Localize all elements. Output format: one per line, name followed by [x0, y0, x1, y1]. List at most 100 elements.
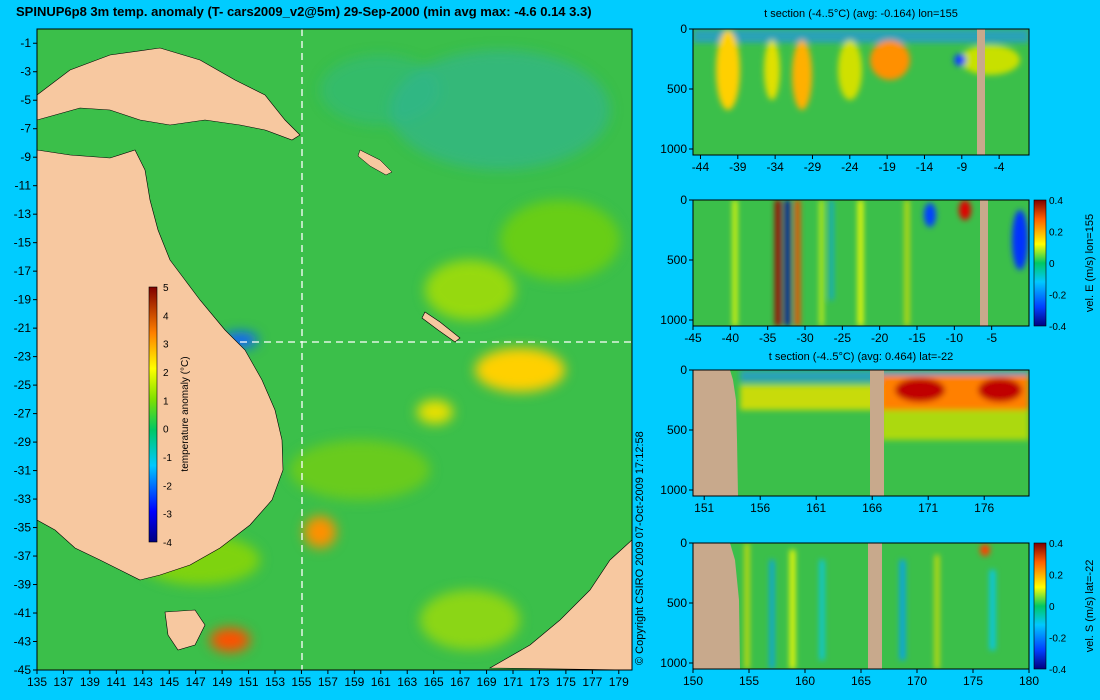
new-guinea-landmass [37, 47, 301, 141]
map-ytick-label: -23 [14, 350, 32, 364]
map-colorbar-tick: 1 [163, 396, 169, 407]
panel2-xtick-label: -40 [722, 331, 740, 345]
panel2-xtick-label: -25 [834, 331, 852, 345]
map-ytick-label: -11 [15, 179, 32, 193]
panel4-xtick-label: 160 [795, 674, 815, 688]
map-xtick-label: 165 [424, 675, 444, 689]
panel4-xtick-label: 155 [739, 674, 759, 688]
map-xtick-label: 137 [53, 675, 73, 689]
map-xtick-label: 169 [477, 675, 497, 689]
panel4-xtick-label: 170 [907, 674, 927, 688]
map-colorbar-tick: 3 [163, 340, 169, 351]
map-ytick-label: -43 [14, 635, 32, 649]
map-xtick-label: 145 [159, 675, 179, 689]
map-ytick-label: -27 [14, 407, 32, 421]
map-ytick-label: -33 [14, 492, 32, 506]
map-colorbar-tick: -1 [163, 453, 172, 464]
panel1-xtick-label: -29 [804, 160, 822, 174]
panel4-section [693, 543, 1029, 669]
map-xtick-label: 163 [397, 675, 417, 689]
panel1-xtick-label: -24 [841, 160, 859, 174]
panel3-ytick-label: 1000 [660, 483, 687, 497]
map-xtick-label: 143 [133, 675, 153, 689]
map-colorbar-tick: -2 [163, 481, 172, 492]
new-caledonia-landmass [421, 311, 461, 343]
panel4-colorbar-tick: -0.4 [1049, 665, 1067, 676]
panel2-colorbar-tick: -0.2 [1049, 291, 1067, 302]
panel3-ytick-label: 500 [667, 423, 687, 437]
map-frame [36, 28, 633, 671]
panel2-xtick-label: -15 [908, 331, 926, 345]
panel1-xtick-label: -19 [878, 160, 896, 174]
panel3-xtick-label: 161 [806, 501, 826, 515]
map-y-ticks: -1 -3 -5 -7 -9 -11 -13 -15 -17 -19 -21 -23 -25 -27 -29… [14, 36, 37, 677]
panel2-xtick-label: -20 [871, 331, 889, 345]
panel2-land [980, 200, 988, 326]
panel2-xtick-label: -5 [986, 331, 997, 345]
map-xtick-label: 175 [556, 675, 576, 689]
map-xtick-label: 155 [291, 675, 311, 689]
panel4-ytick-label: 0 [680, 536, 687, 550]
panel4-colorbar-tick: 0.4 [1049, 539, 1063, 550]
panel2-xtick-label: -30 [796, 331, 814, 345]
map-panel [37, 29, 632, 670]
panel3-xtick-label: 156 [750, 501, 770, 515]
panel4-colorbar-tick: 0.2 [1049, 571, 1063, 582]
map-xtick-label: 179 [609, 675, 629, 689]
map-ytick-label: -25 [14, 378, 32, 392]
panel4-xtick-label: 180 [1019, 674, 1039, 688]
panel4-xtick-label: 175 [963, 674, 983, 688]
map-xtick-label: 177 [582, 675, 602, 689]
panel3-land-shelf [693, 370, 738, 496]
panel3-title: t section (-4..5°C) (avg: 0.464) lat=-22 [769, 351, 953, 363]
panel2-ytick-label: 1000 [660, 313, 687, 327]
map-colorbar-tick: 4 [163, 311, 169, 322]
map-xtick-label: 167 [450, 675, 470, 689]
australia-landmass [37, 149, 284, 581]
map-xtick-label: 173 [529, 675, 549, 689]
panel4-colorbar-label: vel. S (m/s) lat=-22 [1084, 560, 1096, 653]
map-xtick-label: 153 [265, 675, 285, 689]
map-colorbar-tick: -4 [163, 538, 172, 549]
panel1-xtick-label: -14 [916, 160, 934, 174]
map-ytick-label: -7 [20, 122, 31, 136]
map-xtick-label: 149 [212, 675, 232, 689]
map-xtick-label: 147 [186, 675, 206, 689]
panel1-xtick-label: -39 [729, 160, 747, 174]
panel1-xtick-label: -34 [766, 160, 784, 174]
map-ytick-label: -3 [20, 65, 31, 79]
panel4-land-shelf [693, 543, 740, 669]
panel2-xtick-label: -35 [759, 331, 777, 345]
map-xtick-label: 141 [106, 675, 126, 689]
map-ytick-label: -31 [14, 464, 32, 478]
panel4-ytick-label: 500 [667, 596, 687, 610]
map-xtick-label: 159 [344, 675, 364, 689]
map-ytick-label: -13 [14, 207, 32, 221]
map-colorbar-label: temperature anomaly (°C) [180, 356, 191, 471]
map-xtick-label: 171 [503, 675, 523, 689]
panel2-colorbar-tick: -0.4 [1049, 322, 1067, 333]
map-xtick-label: 161 [371, 675, 391, 689]
panel4-colorbar-tick: 0 [1049, 602, 1055, 613]
copyright-text: © Copyright CSIRO 2009 07-Oct-2009 17:12… [634, 431, 646, 665]
map-ytick-label: -17 [14, 264, 32, 278]
map-ytick-label: -29 [14, 435, 32, 449]
map-ytick-label: -5 [20, 93, 31, 107]
panel3-ytick-label: 0 [680, 363, 687, 377]
panel2-colorbar-label: vel. E (m/s) lon=155 [1084, 214, 1096, 312]
panel2-colorbar-tick: 0.4 [1049, 196, 1063, 207]
map-xtick-label: 139 [80, 675, 100, 689]
panel1-section [693, 29, 1029, 155]
panel3-xtick-label: 176 [974, 501, 994, 515]
map-xtick-label: 157 [318, 675, 338, 689]
map-ytick-label: -1 [20, 36, 31, 50]
panel3-xtick-label: 151 [694, 501, 714, 515]
map-ytick-label: -37 [14, 549, 32, 563]
panel4-colorbar: 0.4 0.2 0 -0.2 -0.4 vel. S (m/s) lat=-22 [1033, 539, 1096, 676]
panel2-colorbar-tick: 0 [1049, 259, 1055, 270]
panel4-land [868, 543, 882, 669]
tasmania-landmass [164, 609, 206, 651]
panel3-xtick-label: 171 [918, 501, 938, 515]
panel4-colorbar-tick: -0.2 [1049, 634, 1067, 645]
